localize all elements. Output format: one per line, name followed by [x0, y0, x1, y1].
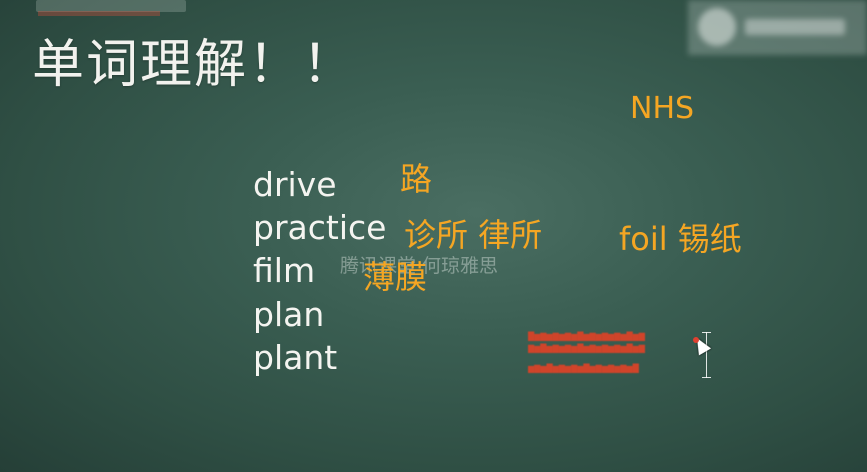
annotation-clinic: 诊所 律所 [404, 216, 543, 254]
text-cursor-bottom-icon [702, 377, 711, 378]
slide-title: 单词理解！！ [32, 35, 357, 95]
top-blurred-text [38, 11, 160, 16]
annotation-nhs: NHS [630, 91, 695, 126]
word-drive: drive [253, 165, 337, 204]
word-plant: plant [253, 338, 338, 377]
word-practice: practice [253, 208, 387, 247]
text-cursor-icon [706, 332, 707, 378]
pointer-dot-icon [693, 337, 699, 343]
blurred-logo-text [745, 19, 845, 35]
annotation-membrane: 薄膜 [363, 258, 428, 296]
word-plan: plan [253, 295, 325, 334]
annotation-road: 路 [400, 160, 433, 198]
annotation-foil: foil 锡纸 [619, 220, 742, 258]
text-cursor-top-icon [702, 332, 711, 333]
top-blurred-strip [36, 0, 186, 12]
blurred-red-notes: █▆▇▆▇▆▇▆█▆▇▆▇▆▇▆█▆▇ ▇▆█▆▇▆▇▆█▆▇▆▇▆▇▆█▆▇ … [528, 332, 645, 373]
word-film: film [253, 251, 316, 290]
watermark: 腾讯课堂 何琼雅思 [340, 255, 499, 277]
blurred-logo-icon [698, 8, 736, 46]
